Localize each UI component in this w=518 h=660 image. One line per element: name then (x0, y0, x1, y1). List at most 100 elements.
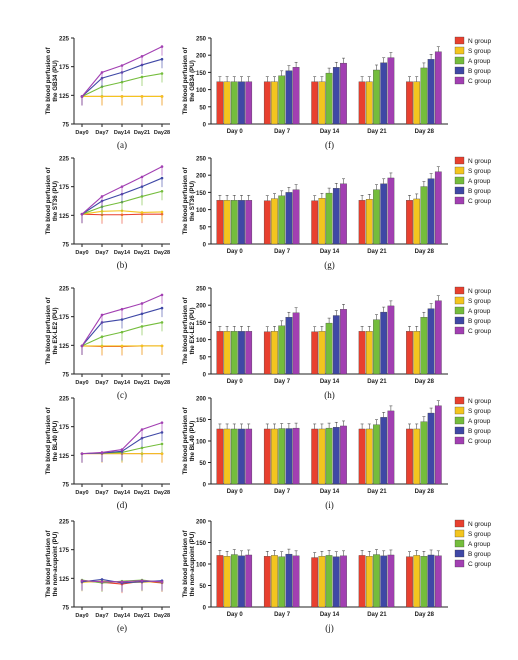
data-point (160, 421, 164, 424)
bar (420, 421, 428, 485)
panel-label: (a) (117, 140, 127, 150)
data-point (160, 57, 164, 61)
bar (434, 300, 442, 375)
data-point (140, 579, 144, 582)
bar (434, 51, 442, 125)
bar (434, 405, 442, 485)
line-chart-b: 75 125 175 225 Day0 Day7 Day14 Day21 Day28 The bl… (45, 157, 170, 271)
panel-label: (f) (325, 140, 334, 150)
y-tick-label: 250 (196, 287, 207, 293)
bar (238, 555, 245, 608)
x-tick-label: Day28 (154, 250, 170, 256)
legend-swatch (454, 156, 465, 165)
y-tick-label: 175 (59, 425, 70, 431)
bar (311, 428, 319, 485)
x-tick-label: Day 28 (415, 129, 435, 135)
bar (332, 427, 340, 485)
y-tick-label: 50 (199, 461, 206, 467)
data-point (140, 185, 144, 188)
y-axis-title: the GB34 (PU) (189, 60, 196, 102)
y-tick-label: 75 (62, 483, 69, 489)
x-tick-label: Day0 (75, 490, 88, 496)
line-chart-e: 75 125 175 225 Day0 Day7 Day14 Day21 Day28 The bl… (45, 520, 170, 634)
data-point (160, 452, 164, 455)
bar (245, 331, 253, 375)
bar (427, 554, 435, 608)
panel-label: (b) (117, 260, 128, 270)
y-axis-title: the BL40 (PU) (189, 421, 196, 462)
bar (223, 428, 231, 485)
legend-swatch (454, 66, 465, 75)
bar (420, 67, 428, 125)
y-tick-label: 175 (59, 548, 70, 554)
bar (413, 198, 421, 245)
bar (434, 555, 442, 608)
bar (318, 81, 326, 125)
bar (285, 553, 293, 608)
y-tick-label: 0 (203, 373, 207, 379)
y-tick-label: 150 (196, 191, 207, 197)
x-tick-label: Day14 (114, 130, 131, 136)
y-axis-title: The blood perfusion of (182, 297, 189, 365)
bar (278, 325, 286, 375)
bar (358, 81, 366, 125)
data-point (80, 344, 84, 348)
bar (373, 189, 380, 245)
bar (271, 428, 278, 485)
y-axis-title: The blood perfusion of (45, 47, 52, 115)
bar (387, 177, 395, 245)
bar (373, 424, 380, 485)
bar (285, 192, 293, 245)
bar (271, 555, 278, 608)
x-tick-label: Day 0 (227, 129, 244, 135)
data-point (160, 95, 164, 98)
bar (278, 428, 286, 485)
data-point (160, 306, 164, 310)
y-tick-label: 75 (62, 123, 69, 129)
data-point (140, 344, 144, 348)
x-tick-label: Day 7 (274, 129, 291, 135)
x-tick-label: Day7 (95, 613, 108, 619)
bar (285, 317, 293, 375)
y-tick-label: 0 (203, 243, 207, 249)
bar (427, 308, 435, 375)
y-tick-label: 250 (196, 157, 207, 163)
bar-chart-g: 0 50 100 150 200 250 Day 0 Day 7 Day 14 Day 21 Day… (182, 157, 492, 271)
y-axis-title: The blood perfusion of (182, 167, 189, 235)
legend-label: N group (468, 288, 492, 295)
data-point (140, 211, 144, 214)
bar (216, 331, 224, 375)
bar (311, 200, 319, 245)
data-point (100, 95, 104, 98)
y-tick-label: 125 (59, 344, 70, 350)
legend-label: N group (468, 158, 492, 165)
bar (380, 311, 388, 375)
y-tick-label: 0 (203, 123, 207, 129)
y-tick-label: 225 (59, 37, 70, 43)
legend-swatch (454, 326, 465, 335)
line-chart-a: 75 125 175 225 Day0 Day7 Day14 Day21 Day28 The bl… (45, 37, 170, 151)
legend-label: S group (468, 298, 491, 305)
bar (373, 319, 380, 375)
bar (420, 317, 428, 375)
bar (230, 331, 238, 375)
y-tick-label: 225 (59, 287, 70, 293)
data-point (140, 302, 144, 305)
bar (216, 81, 224, 125)
bar-chart-h: 0 50 100 150 200 250 Day 0 Day 7 Day 14 Day 21 Day… (182, 287, 492, 401)
x-tick-label: Day 28 (415, 379, 435, 385)
y-tick-label: 225 (59, 397, 70, 403)
x-tick-label: Day 14 (320, 612, 340, 618)
bar (318, 556, 326, 608)
y-tick-label: 50 (199, 105, 206, 111)
y-tick-label: 125 (59, 214, 70, 220)
x-tick-label: Day7 (95, 250, 108, 256)
y-tick-label: 200 (196, 520, 207, 526)
y-axis-title: The blood perfusion of (182, 407, 189, 475)
bar (223, 331, 231, 375)
x-tick-label: Day14 (114, 250, 131, 256)
legend-label: S group (468, 408, 491, 415)
panel-label: (e) (117, 623, 127, 633)
data-point (120, 580, 124, 584)
data-point (120, 448, 124, 451)
